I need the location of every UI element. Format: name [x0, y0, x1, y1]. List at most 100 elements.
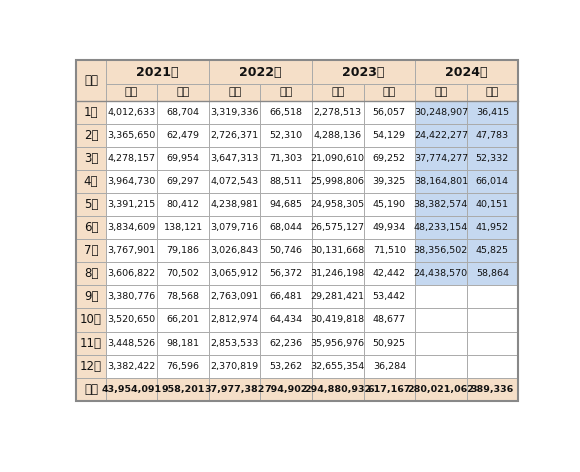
Bar [415, 170, 466, 193]
Text: 2,278,513: 2,278,513 [314, 108, 362, 117]
Bar [260, 378, 312, 401]
Bar [106, 331, 157, 354]
Bar [209, 124, 260, 147]
Bar [312, 216, 364, 239]
Text: 138,121: 138,121 [164, 223, 202, 232]
Bar [157, 124, 209, 147]
Bar [77, 193, 106, 216]
Bar [209, 239, 260, 262]
Bar [466, 286, 518, 308]
Text: 69,954: 69,954 [166, 154, 200, 163]
Bar [466, 378, 518, 401]
Text: 50,746: 50,746 [270, 246, 303, 255]
Bar [77, 286, 106, 308]
Text: 48,233,154: 48,233,154 [414, 223, 468, 232]
Bar [260, 354, 312, 378]
Text: 3,647,313: 3,647,313 [211, 154, 259, 163]
Bar [106, 262, 157, 286]
Bar [106, 378, 157, 401]
Bar [157, 331, 209, 354]
Bar [364, 124, 415, 147]
Bar [312, 286, 364, 308]
Bar [157, 193, 209, 216]
Bar [312, 262, 364, 286]
Bar [260, 308, 312, 331]
Bar [364, 262, 415, 286]
Bar [466, 308, 518, 331]
Bar [312, 84, 364, 101]
Text: 68,704: 68,704 [166, 108, 200, 117]
Text: 6월: 6월 [84, 221, 99, 234]
Bar [364, 84, 415, 101]
Bar [466, 378, 518, 401]
Text: 69,252: 69,252 [373, 154, 406, 163]
Text: 79,186: 79,186 [166, 246, 200, 255]
Bar [209, 84, 260, 101]
Text: 35,956,976: 35,956,976 [311, 338, 365, 347]
Text: 41,952: 41,952 [476, 223, 509, 232]
Bar [260, 354, 312, 378]
Bar [364, 170, 415, 193]
Bar [312, 216, 364, 239]
Text: 24,958,305: 24,958,305 [311, 200, 365, 209]
Bar [209, 60, 312, 84]
Bar [209, 331, 260, 354]
Bar [260, 216, 312, 239]
Bar [260, 308, 312, 331]
Bar [106, 239, 157, 262]
Bar [312, 262, 364, 286]
Text: 68,044: 68,044 [270, 223, 303, 232]
Bar [466, 286, 518, 308]
Bar [209, 378, 260, 401]
Bar [364, 193, 415, 216]
Text: 9월: 9월 [84, 290, 99, 303]
Bar [415, 60, 518, 84]
Bar [415, 193, 466, 216]
Bar [157, 286, 209, 308]
Text: 45,190: 45,190 [373, 200, 406, 209]
Text: 2,853,533: 2,853,533 [211, 338, 259, 347]
Bar [415, 101, 466, 124]
Bar [157, 286, 209, 308]
Text: 3,026,843: 3,026,843 [211, 246, 259, 255]
Bar [77, 239, 106, 262]
Bar [415, 378, 466, 401]
Text: 3,065,912: 3,065,912 [211, 270, 259, 278]
Bar [466, 124, 518, 147]
Bar [106, 124, 157, 147]
Bar [260, 216, 312, 239]
Bar [466, 101, 518, 124]
Text: 62,236: 62,236 [270, 338, 303, 347]
Bar [106, 124, 157, 147]
Bar [106, 378, 157, 401]
Bar [260, 193, 312, 216]
Bar [209, 354, 260, 378]
Text: 42,442: 42,442 [373, 270, 406, 278]
Text: 7월: 7월 [84, 244, 99, 257]
Text: 2021년: 2021년 [136, 66, 179, 78]
Bar [209, 331, 260, 354]
Text: 29,281,421: 29,281,421 [311, 292, 365, 302]
Bar [260, 84, 312, 101]
Bar [106, 286, 157, 308]
Text: 794,902: 794,902 [264, 385, 308, 394]
Bar [415, 286, 466, 308]
Bar [312, 354, 364, 378]
Text: 3,079,716: 3,079,716 [211, 223, 259, 232]
Text: 12월: 12월 [80, 360, 102, 373]
Text: 66,481: 66,481 [270, 292, 303, 302]
Bar [106, 354, 157, 378]
Bar [157, 308, 209, 331]
Text: 36,284: 36,284 [373, 362, 406, 371]
Text: 71,510: 71,510 [373, 246, 406, 255]
Bar [260, 170, 312, 193]
Bar [364, 354, 415, 378]
Bar [260, 124, 312, 147]
Bar [157, 147, 209, 170]
Text: 2022년: 2022년 [239, 66, 282, 78]
Text: 3,382,422: 3,382,422 [107, 362, 155, 371]
Bar [312, 378, 364, 401]
Bar [209, 147, 260, 170]
Bar [209, 262, 260, 286]
Bar [77, 286, 106, 308]
